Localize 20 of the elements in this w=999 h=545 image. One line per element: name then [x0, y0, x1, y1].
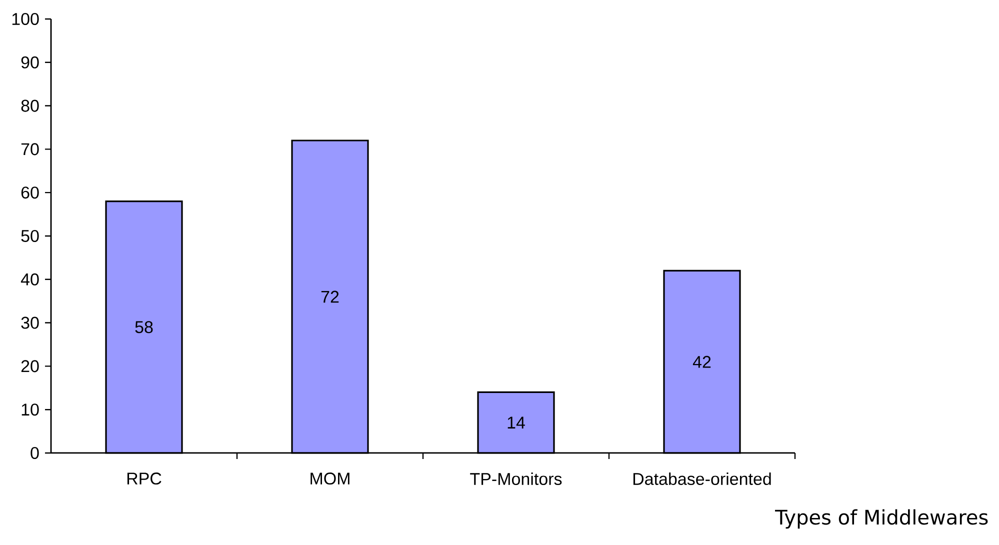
x-axis-title: Types of Middlewares: [775, 509, 988, 529]
y-tick-label: 90: [21, 56, 39, 68]
x-tick-label: Database-oriented: [633, 472, 771, 486]
y-tick-label: 100: [12, 12, 39, 26]
data-label: 58: [135, 321, 153, 334]
x-tick-label: MOM: [310, 472, 350, 485]
data-label: 42: [692, 356, 711, 368]
y-tick-label: 20: [21, 360, 39, 372]
data-label: 72: [321, 290, 339, 303]
y-tick-label: 10: [22, 404, 39, 416]
y-tick-label: 70: [21, 143, 39, 156]
x-tick-label: RPC: [127, 472, 162, 485]
y-tick-label: 60: [21, 186, 39, 199]
y-tick-label: 40: [20, 273, 39, 286]
y-tick-label: 0: [30, 446, 39, 460]
x-tick-label: TP-Monitors: [470, 472, 562, 486]
data-label: 14: [508, 416, 525, 428]
y-tick-label: 80: [21, 100, 39, 112]
y-tick-label: 50: [21, 230, 39, 242]
y-tick-label: 30: [21, 316, 39, 329]
